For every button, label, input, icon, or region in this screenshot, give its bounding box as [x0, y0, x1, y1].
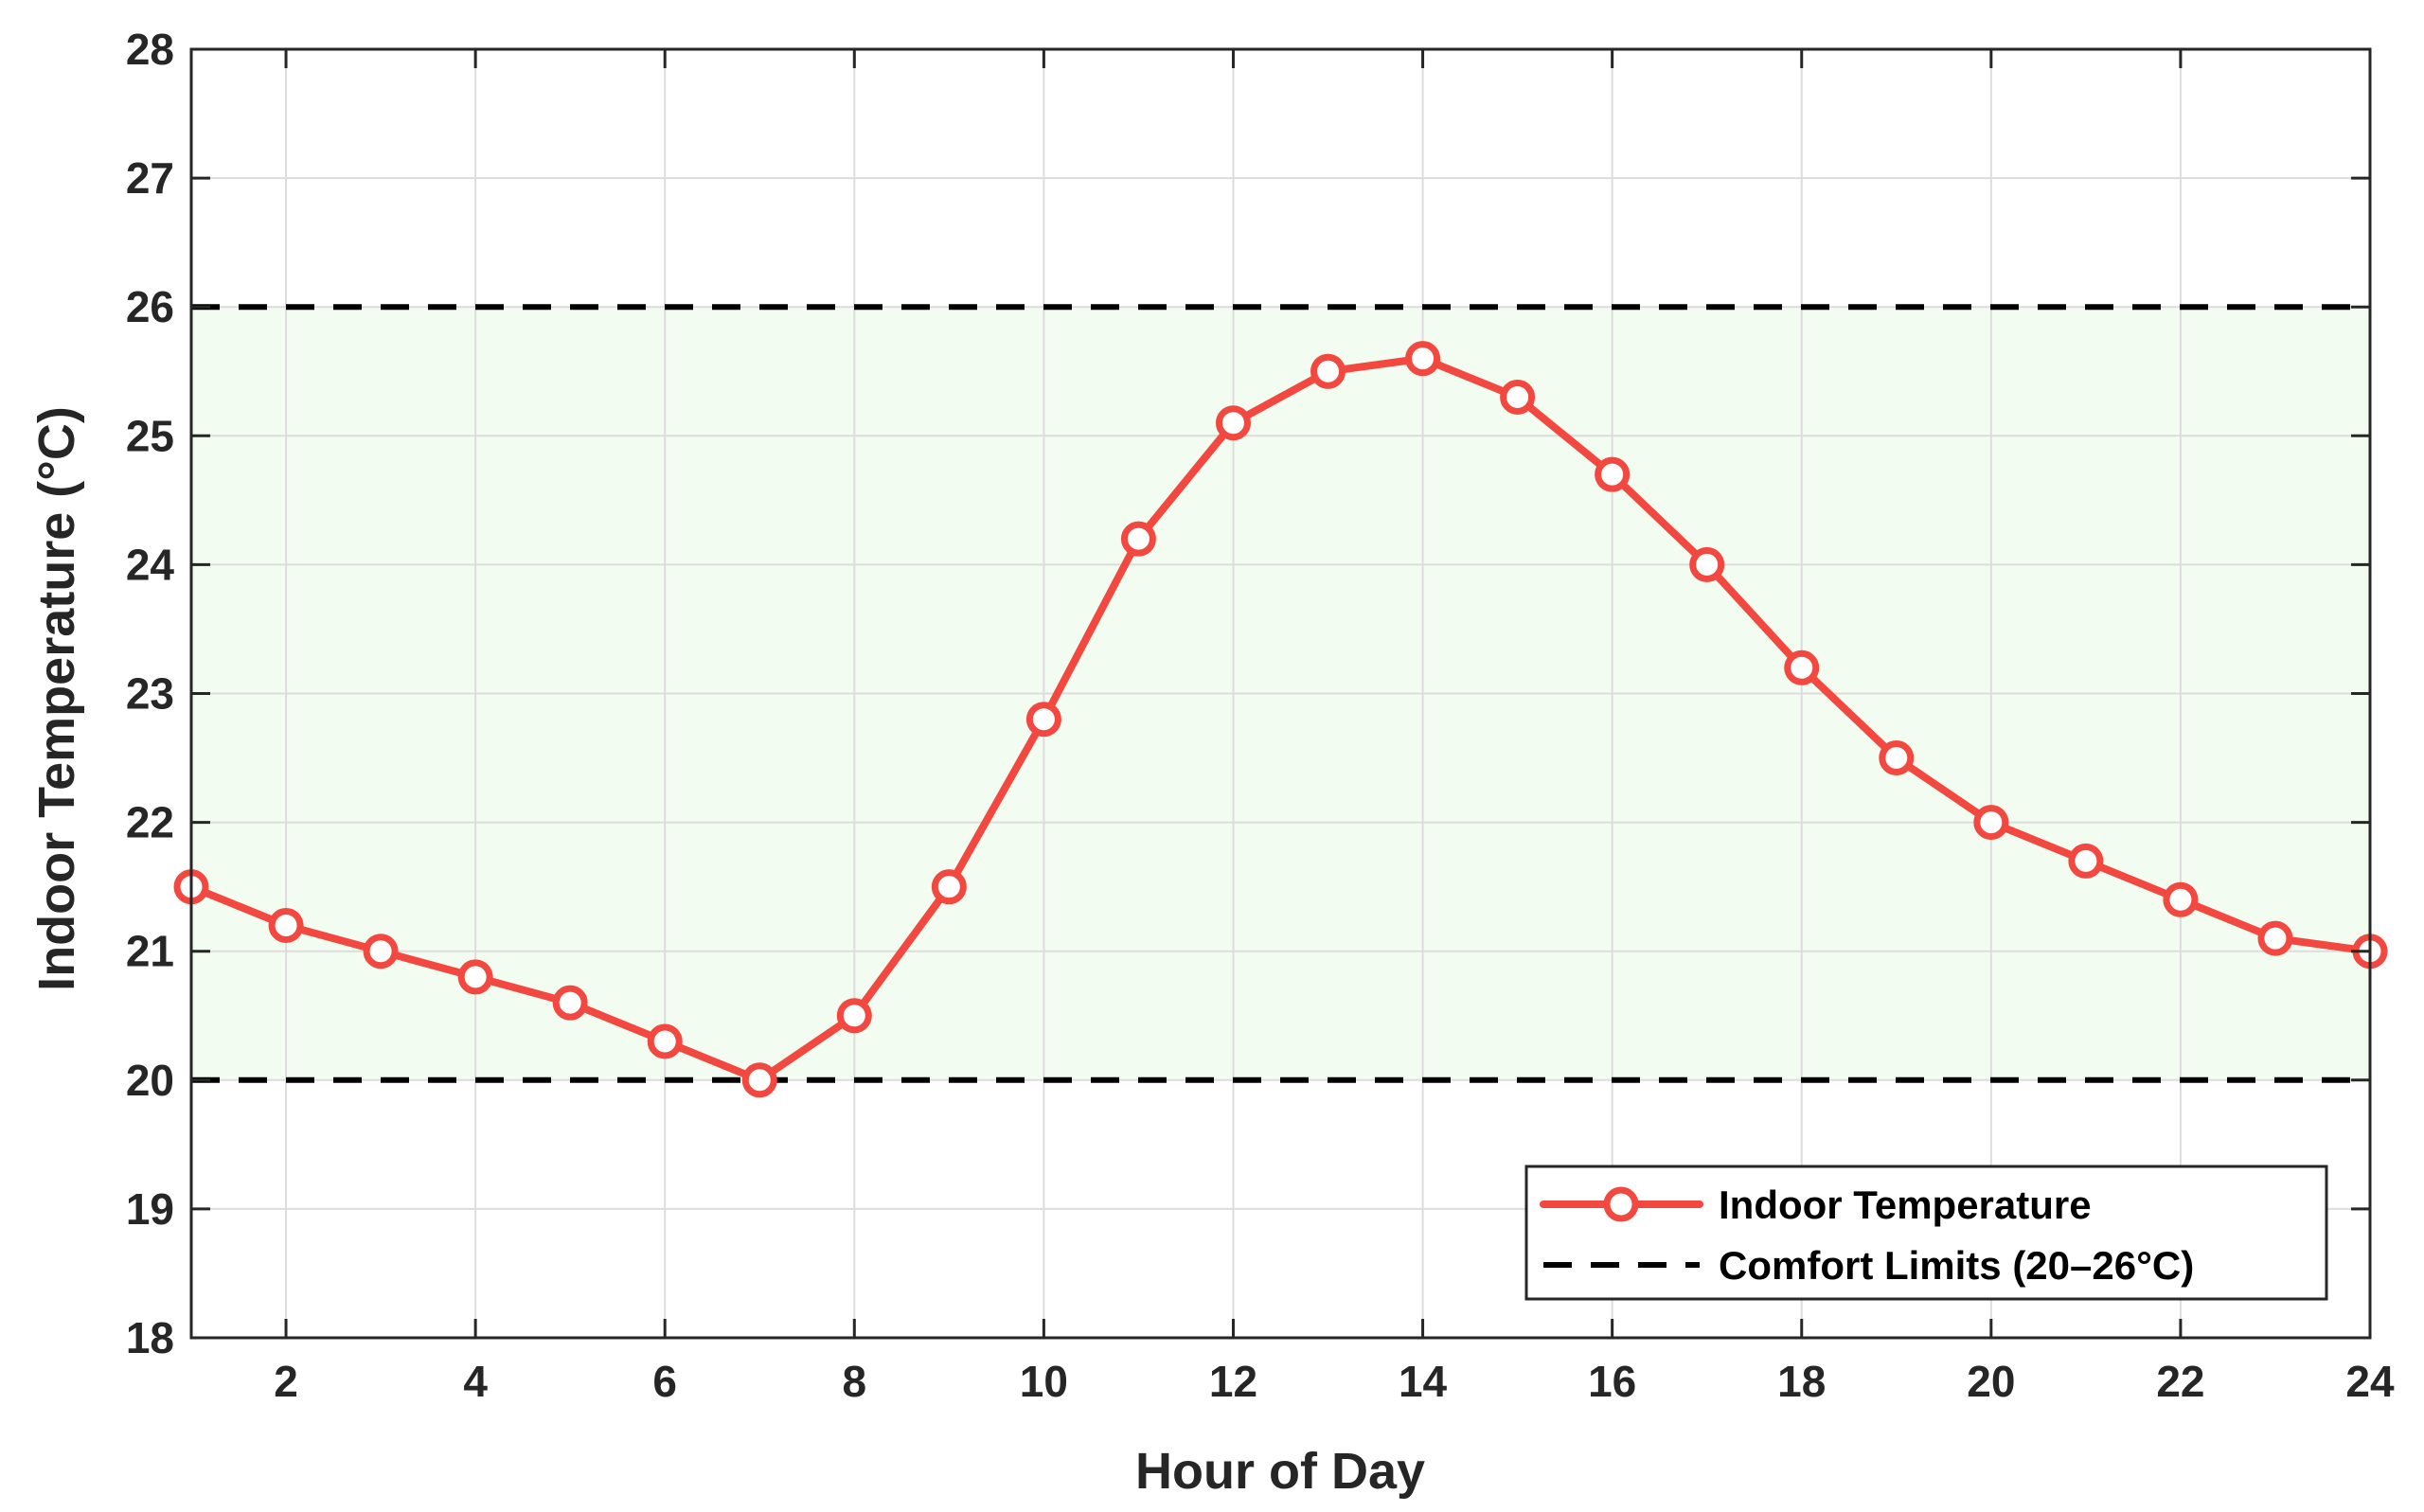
y-tick-label-19: 19: [126, 1184, 174, 1234]
x-tick-label-8: 8: [843, 1357, 867, 1406]
axis-ticks: [191, 47, 2372, 1340]
x-tick-label-20: 20: [1967, 1357, 2015, 1406]
x-tick-label-24: 24: [2345, 1357, 2395, 1406]
y-tick-label-24: 24: [126, 540, 175, 589]
data-point-hour-10: [1025, 702, 1061, 738]
legend: Indoor Temperature Comfort Limits (20–26…: [1524, 1165, 2328, 1301]
grid-lines: [191, 48, 2371, 1339]
x-tick-label-6: 6: [652, 1357, 677, 1406]
data-point-hour-23: [2257, 920, 2293, 956]
x-tick-labels: 2 4 6 8 10 12 14 16 18 20 22 24: [274, 1357, 2395, 1406]
y-tick-label-25: 25: [126, 411, 174, 460]
y-tick-label-22: 22: [126, 798, 174, 847]
x-tick-label-4: 4: [463, 1357, 488, 1406]
y-tick-label-27: 27: [126, 153, 174, 203]
y-tick-label-23: 23: [126, 669, 174, 719]
indoor-temperature-markers: [173, 341, 2388, 1098]
data-point-hour-16: [1595, 456, 1631, 492]
y-axis-title: Indoor Temperature (°C): [28, 406, 85, 991]
legend-label-comfort-limits: Comfort Limits (20–26°C): [1719, 1243, 2194, 1288]
legend-label-indoor-temperature: Indoor Temperature: [1719, 1183, 2092, 1227]
y-tick-label-21: 21: [126, 927, 174, 976]
data-point-hour-8: [836, 998, 872, 1034]
data-point-hour-13: [1310, 353, 1346, 389]
y-tick-label-18: 18: [126, 1313, 174, 1362]
data-point-hour-5: [552, 985, 588, 1021]
data-point-hour-12: [1215, 405, 1251, 441]
x-axis-title: Hour of Day: [1135, 1443, 1425, 1500]
y-tick-label-28: 28: [126, 25, 174, 74]
y-tick-labels: 18 19 20 21 22 23 24 25 26 27 28: [126, 25, 175, 1362]
x-tick-label-2: 2: [274, 1357, 298, 1406]
x-tick-label-22: 22: [2156, 1357, 2204, 1406]
x-tick-label-10: 10: [1020, 1357, 1068, 1406]
data-point-hour-18: [1784, 649, 1820, 685]
data-point-hour-21: [2068, 843, 2104, 879]
x-tick-label-12: 12: [1209, 1357, 1257, 1406]
data-point-hour-17: [1689, 546, 1725, 582]
data-point-hour-6: [647, 1023, 683, 1059]
comfort-limit-lines: [191, 304, 2370, 1083]
legend-box: [1524, 1165, 2328, 1301]
x-tick-label-16: 16: [1588, 1357, 1636, 1406]
data-point-hour-2: [268, 907, 304, 943]
data-point-hour-15: [1500, 379, 1536, 415]
x-tick-label-18: 18: [1777, 1357, 1826, 1406]
data-point-hour-20: [1973, 805, 2009, 841]
y-tick-label-26: 26: [126, 282, 174, 331]
data-point-hour-14: [1405, 341, 1441, 377]
data-point-hour-4: [457, 959, 493, 995]
data-point-hour-9: [931, 869, 967, 905]
y-tick-label-20: 20: [126, 1056, 174, 1105]
legend-marker-indoor-temperature: [1603, 1186, 1639, 1222]
data-point-hour-11: [1120, 521, 1156, 557]
data-point-hour-19: [1879, 740, 1915, 776]
data-point-hour-7: [741, 1062, 777, 1098]
x-tick-label-14: 14: [1399, 1357, 1448, 1406]
data-point-hour-22: [2163, 881, 2199, 917]
data-point-hour-3: [363, 934, 399, 969]
